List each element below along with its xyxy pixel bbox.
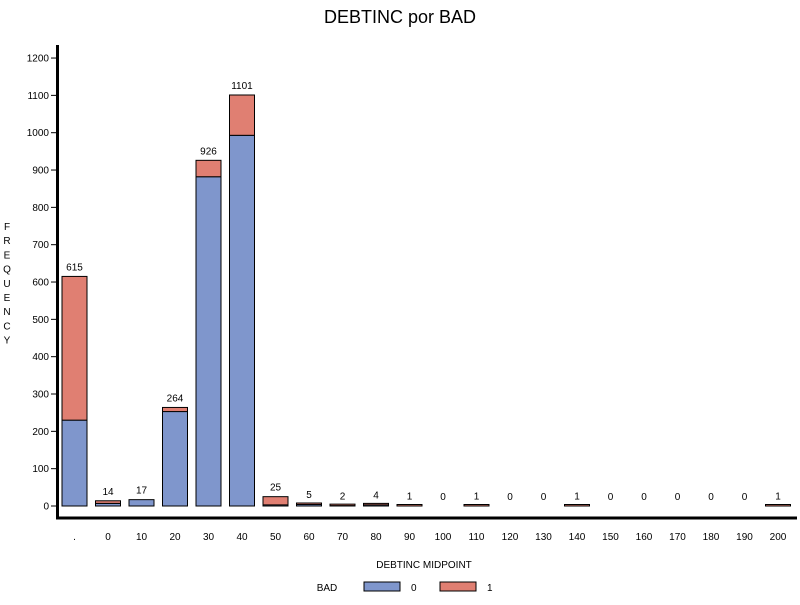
x-tick-label: 190 <box>736 532 753 543</box>
bar-total-label: 0 <box>507 492 513 503</box>
bar-segment-bad-1 <box>61 275 88 421</box>
bar-segment-bad-1 <box>162 406 188 413</box>
x-axis-title: DEBTINC MIDPOINT <box>376 560 472 571</box>
x-tick-label: 140 <box>569 532 586 543</box>
bar-total-label: 1 <box>574 492 580 503</box>
bar-total-label: 0 <box>708 492 714 503</box>
x-tick-label: 10 <box>136 532 148 543</box>
x-tick-label: 180 <box>703 532 720 543</box>
x-tick-label: 90 <box>404 532 416 543</box>
bar-total-label: 0 <box>440 492 446 503</box>
bar-total-label: 264 <box>167 393 184 404</box>
chart-title: DEBTINC por BAD <box>324 7 476 27</box>
bar-segment-bad-1 <box>765 504 791 507</box>
y-axis-ticks: 0 100 200 300 400 500 600 700 800 900 1000 1100 1200 <box>27 54 57 513</box>
bar-total-label: 0 <box>641 492 647 503</box>
bar-total-label: 0 <box>541 492 547 503</box>
bar-total-label: 1 <box>474 492 480 503</box>
bar-total-label: 5 <box>306 490 312 501</box>
bar-segment-bad-0 <box>61 419 88 507</box>
y-axis-title-letter: F <box>4 222 10 233</box>
x-tick-label: 30 <box>203 532 215 543</box>
y-axis-title-letter: E <box>4 293 11 304</box>
x-axis-ticks: . 0 10 20 30 40 50 60 70 80 90 100 110 120 130 140 150 16… <box>73 532 787 543</box>
bar-segment-bad-0 <box>229 134 255 507</box>
x-tick-label: 20 <box>169 532 181 543</box>
x-tick-label: 40 <box>236 532 248 543</box>
x-tick-label: 200 <box>770 532 787 543</box>
legend: BAD 0 1 <box>317 581 493 594</box>
y-tick-label: 300 <box>32 390 49 401</box>
y-tick-label: 400 <box>32 352 49 363</box>
x-tick-label: 80 <box>370 532 382 543</box>
x-tick-label: . <box>73 532 76 543</box>
bar-segment-bad-1 <box>229 94 255 136</box>
bar-segment-bad-1 <box>463 504 490 507</box>
x-tick-label: 70 <box>337 532 349 543</box>
bar-segment-bad-0 <box>195 176 222 507</box>
bar-total-label: 0 <box>742 492 748 503</box>
y-axis-title-letter: Q <box>3 265 11 276</box>
bar-total-label: 17 <box>136 486 148 497</box>
x-tick-label: 50 <box>270 532 282 543</box>
bar-segment-bad-1 <box>396 504 423 507</box>
y-axis-title-letter: N <box>3 307 10 318</box>
y-tick-label: 800 <box>32 203 49 214</box>
bar-segment-bad-1 <box>329 503 356 507</box>
y-tick-label: 1100 <box>27 91 49 102</box>
bar-total-label: 0 <box>608 492 614 503</box>
bar-total-label: 4 <box>373 491 379 502</box>
y-tick-label: 0 <box>43 502 49 513</box>
y-tick-label: 1000 <box>27 128 50 139</box>
y-axis-title-letter: C <box>3 321 10 332</box>
bar-segment-bad-0 <box>128 499 155 507</box>
y-tick-label: 1200 <box>27 54 50 65</box>
x-tick-label: 150 <box>602 532 619 543</box>
bar-total-label: 1 <box>407 492 413 503</box>
y-tick-label: 200 <box>32 427 49 438</box>
x-tick-label: 0 <box>105 532 111 543</box>
bar-total-label: 0 <box>675 492 681 503</box>
y-axis-title-letter: E <box>4 250 11 261</box>
y-axis-title-letter: Y <box>4 336 11 347</box>
x-tick-label: 120 <box>502 532 519 543</box>
bar-segment-bad-1 <box>262 496 289 506</box>
legend-label-bad-1: 1 <box>487 583 493 594</box>
bar-total-label: 926 <box>200 146 217 157</box>
bar-segment-bad-1 <box>564 504 590 507</box>
bars <box>61 94 791 507</box>
bar-segment-bad-0 <box>162 411 188 507</box>
legend-swatch-bad-0 <box>363 581 401 592</box>
x-tick-label: 100 <box>435 532 452 543</box>
bar-total-label: 615 <box>66 262 83 273</box>
y-tick-label: 500 <box>32 315 49 326</box>
bar-segment-bad-1 <box>195 159 222 178</box>
bar-total-label: 1 <box>775 492 781 503</box>
x-tick-label: 110 <box>469 532 485 543</box>
x-tick-label: 130 <box>535 532 552 543</box>
y-tick-label: 900 <box>32 166 49 177</box>
legend-label-bad-0: 0 <box>411 583 417 594</box>
x-tick-label: 60 <box>303 532 315 543</box>
bar-segment-bad-1 <box>363 502 389 506</box>
y-tick-label: 600 <box>32 278 49 289</box>
y-axis-title-letter: R <box>3 236 10 247</box>
x-tick-label: 160 <box>636 532 653 543</box>
bar-total-label: 1101 <box>231 81 253 92</box>
y-axis-title-letter: U <box>3 279 10 290</box>
legend-title: BAD <box>317 583 338 594</box>
data-labels: 615 14 17 264 926 1101 25 5 2 4 1 0 1 0 0 1 0 0 0 0 0 1 <box>66 81 781 503</box>
legend-swatch-bad-1 <box>439 581 477 592</box>
bar-total-label: 14 <box>102 487 114 498</box>
y-tick-label: 700 <box>32 240 49 251</box>
bar-segment-bad-1 <box>95 500 121 504</box>
x-tick-label: 170 <box>669 532 686 543</box>
bar-total-label: 25 <box>270 483 282 494</box>
bar-segment-bad-1 <box>296 502 322 506</box>
y-tick-label: 100 <box>32 464 49 475</box>
bar-total-label: 2 <box>340 491 346 502</box>
